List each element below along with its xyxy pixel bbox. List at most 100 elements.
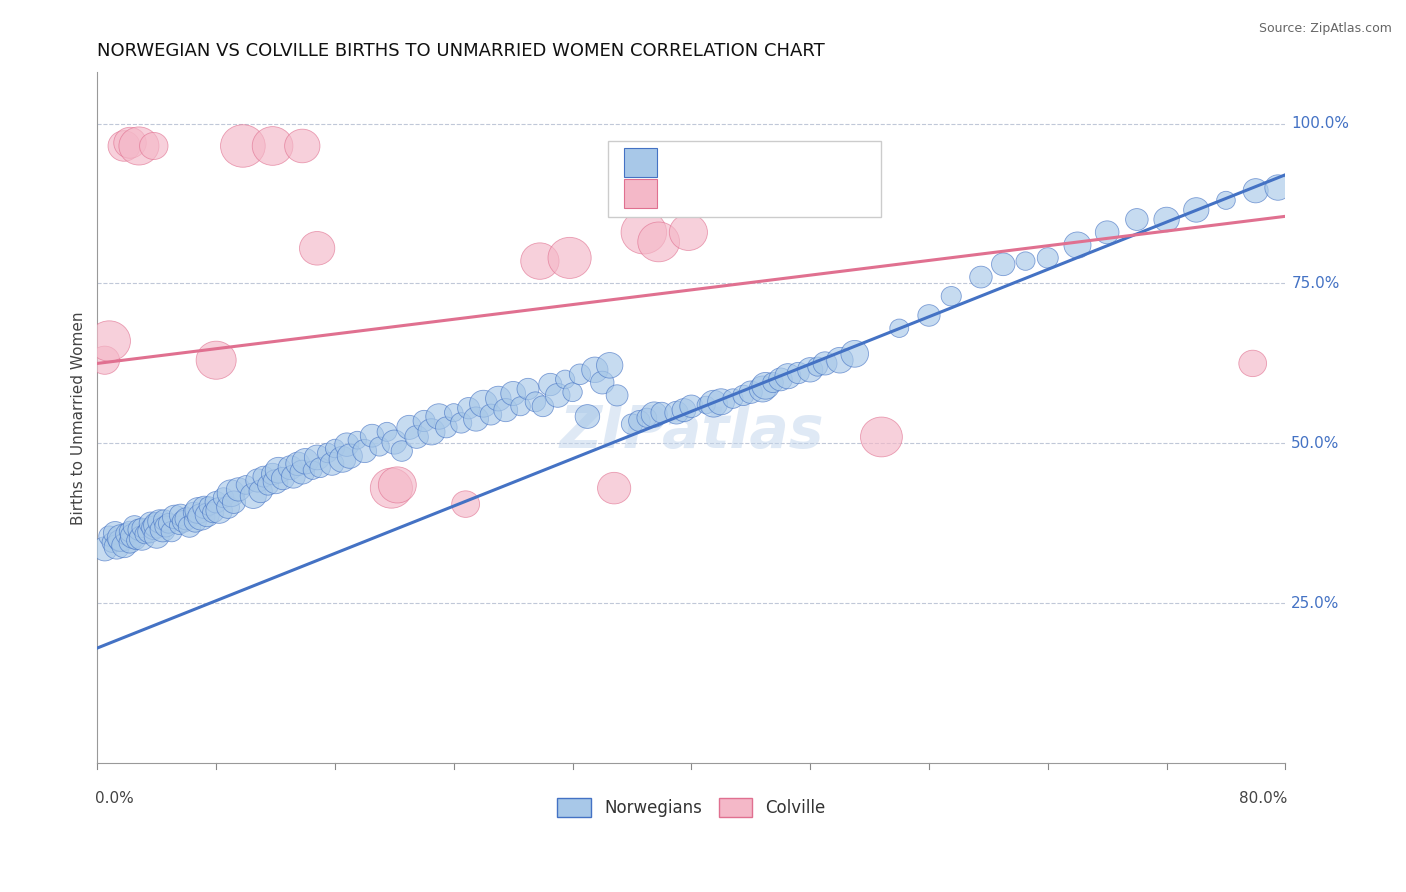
- Ellipse shape: [841, 341, 869, 368]
- Ellipse shape: [104, 535, 129, 559]
- Ellipse shape: [115, 523, 138, 545]
- Ellipse shape: [526, 392, 546, 412]
- Ellipse shape: [1095, 221, 1119, 244]
- Ellipse shape: [262, 463, 284, 485]
- Ellipse shape: [1064, 232, 1091, 258]
- Ellipse shape: [257, 475, 278, 495]
- Ellipse shape: [127, 532, 145, 549]
- Ellipse shape: [193, 496, 215, 518]
- Ellipse shape: [582, 357, 607, 383]
- FancyBboxPatch shape: [624, 179, 657, 209]
- Ellipse shape: [575, 405, 600, 428]
- Ellipse shape: [451, 491, 479, 517]
- Ellipse shape: [807, 357, 828, 376]
- Ellipse shape: [120, 532, 141, 553]
- Text: 25.0%: 25.0%: [1291, 596, 1340, 611]
- Ellipse shape: [253, 467, 274, 487]
- Ellipse shape: [827, 347, 853, 373]
- Ellipse shape: [621, 414, 643, 434]
- Ellipse shape: [370, 468, 412, 508]
- Ellipse shape: [510, 397, 530, 416]
- Ellipse shape: [159, 514, 179, 533]
- Ellipse shape: [169, 504, 191, 525]
- Ellipse shape: [1154, 207, 1180, 232]
- Ellipse shape: [290, 460, 315, 484]
- Text: ZIPatlas: ZIPatlas: [560, 403, 824, 460]
- Ellipse shape: [150, 517, 176, 541]
- Ellipse shape: [222, 491, 246, 514]
- Ellipse shape: [138, 520, 160, 543]
- Ellipse shape: [1126, 209, 1149, 230]
- Ellipse shape: [187, 504, 215, 530]
- Ellipse shape: [596, 352, 623, 378]
- Ellipse shape: [740, 381, 762, 403]
- Ellipse shape: [284, 129, 321, 162]
- Ellipse shape: [170, 516, 188, 534]
- Ellipse shape: [370, 437, 389, 456]
- Ellipse shape: [240, 483, 266, 508]
- Text: Source: ZipAtlas.com: Source: ZipAtlas.com: [1258, 22, 1392, 36]
- Ellipse shape: [707, 389, 734, 415]
- Ellipse shape: [174, 508, 198, 530]
- Ellipse shape: [143, 512, 170, 538]
- Ellipse shape: [155, 516, 177, 537]
- Ellipse shape: [121, 524, 146, 549]
- Ellipse shape: [124, 516, 146, 537]
- Ellipse shape: [103, 533, 122, 552]
- Ellipse shape: [292, 449, 318, 474]
- Ellipse shape: [329, 446, 356, 472]
- Ellipse shape: [107, 524, 135, 551]
- Ellipse shape: [226, 478, 250, 501]
- Ellipse shape: [531, 396, 554, 417]
- Ellipse shape: [628, 410, 650, 432]
- Ellipse shape: [173, 510, 194, 533]
- Ellipse shape: [335, 433, 359, 457]
- Ellipse shape: [278, 456, 302, 480]
- Ellipse shape: [451, 413, 472, 434]
- Ellipse shape: [418, 418, 446, 445]
- Ellipse shape: [89, 321, 131, 361]
- Ellipse shape: [733, 385, 754, 406]
- Ellipse shape: [464, 407, 488, 431]
- Ellipse shape: [470, 391, 498, 417]
- Ellipse shape: [179, 516, 201, 537]
- Ellipse shape: [195, 341, 236, 379]
- Ellipse shape: [396, 416, 422, 440]
- Ellipse shape: [337, 444, 363, 468]
- Ellipse shape: [139, 132, 167, 160]
- Ellipse shape: [304, 445, 330, 470]
- Ellipse shape: [501, 382, 526, 406]
- Ellipse shape: [569, 364, 591, 384]
- Ellipse shape: [299, 232, 335, 265]
- Legend: Norwegians, Colville: Norwegians, Colville: [551, 791, 832, 824]
- Ellipse shape: [991, 253, 1015, 276]
- Ellipse shape: [349, 431, 367, 449]
- Ellipse shape: [970, 266, 993, 288]
- Ellipse shape: [591, 371, 614, 394]
- Ellipse shape: [360, 425, 384, 447]
- Ellipse shape: [651, 402, 672, 423]
- Ellipse shape: [485, 386, 510, 411]
- Ellipse shape: [638, 222, 679, 262]
- Ellipse shape: [457, 398, 479, 419]
- Ellipse shape: [679, 395, 703, 417]
- Ellipse shape: [1216, 191, 1236, 210]
- Ellipse shape: [98, 526, 120, 546]
- Ellipse shape: [775, 364, 801, 389]
- Ellipse shape: [263, 470, 288, 493]
- Ellipse shape: [391, 441, 412, 461]
- Text: 75.0%: 75.0%: [1291, 276, 1340, 291]
- Ellipse shape: [139, 512, 163, 534]
- Ellipse shape: [606, 384, 628, 406]
- Ellipse shape: [378, 467, 416, 503]
- Ellipse shape: [163, 505, 187, 529]
- Ellipse shape: [797, 358, 823, 382]
- Ellipse shape: [1265, 175, 1291, 201]
- Ellipse shape: [162, 522, 183, 541]
- Ellipse shape: [1038, 248, 1059, 268]
- Ellipse shape: [120, 521, 141, 542]
- Ellipse shape: [200, 497, 218, 516]
- Ellipse shape: [90, 346, 120, 375]
- Ellipse shape: [520, 243, 560, 279]
- Ellipse shape: [538, 374, 562, 396]
